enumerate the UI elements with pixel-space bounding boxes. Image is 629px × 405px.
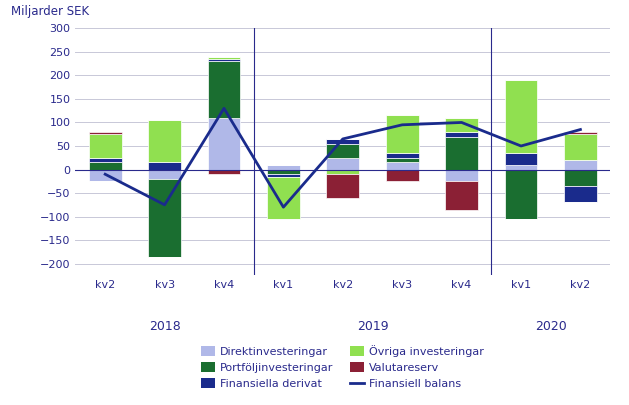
Bar <box>504 153 537 165</box>
Bar <box>326 158 359 170</box>
Bar <box>208 61 240 118</box>
Bar <box>208 170 240 174</box>
Bar <box>267 170 300 174</box>
Bar <box>326 144 359 158</box>
Bar <box>89 162 121 170</box>
Bar <box>89 158 121 162</box>
Bar <box>89 170 121 181</box>
Bar <box>89 132 121 134</box>
Bar <box>267 174 300 177</box>
Bar <box>386 162 418 170</box>
Bar <box>89 134 121 158</box>
Bar <box>504 80 537 153</box>
Bar <box>564 186 597 202</box>
Bar <box>148 170 181 179</box>
Text: 2019: 2019 <box>357 320 388 333</box>
Bar <box>564 170 597 186</box>
Bar <box>564 132 597 134</box>
Bar <box>504 170 537 219</box>
Bar <box>326 170 359 174</box>
Y-axis label: Miljarder SEK: Miljarder SEK <box>11 6 89 19</box>
Bar <box>148 162 181 170</box>
Bar <box>386 115 418 153</box>
Bar <box>148 120 181 162</box>
Text: 2018: 2018 <box>148 320 181 333</box>
Bar <box>208 59 240 61</box>
Text: 2020: 2020 <box>535 320 567 333</box>
Bar <box>386 170 418 181</box>
Bar <box>564 134 597 160</box>
Bar <box>326 139 359 144</box>
Bar <box>445 118 478 132</box>
Bar <box>267 177 300 219</box>
Bar <box>267 165 300 170</box>
Bar <box>386 153 418 158</box>
Bar <box>386 158 418 162</box>
Legend: Direktinvesteringar, Portföljinvesteringar, Finansiella derivat, Övriga invester: Direktinvesteringar, Portföljinvestering… <box>197 341 489 393</box>
Bar <box>148 179 181 257</box>
Bar <box>326 174 359 198</box>
Bar <box>208 118 240 170</box>
Bar <box>504 165 537 170</box>
Bar <box>445 136 478 170</box>
Bar <box>445 132 478 136</box>
Bar <box>208 57 240 59</box>
Bar <box>564 160 597 170</box>
Bar <box>445 181 478 209</box>
Bar <box>445 170 478 181</box>
